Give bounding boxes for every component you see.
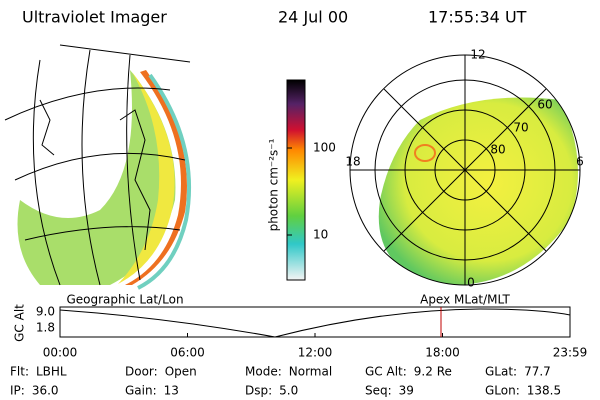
field-label: Seq: [365,384,392,398]
x-tick-label: 18:00 [425,346,460,360]
y-tick-label: 1.8 [36,321,55,335]
y-tick-label: 9.0 [36,305,55,319]
field-label: Flt: [10,365,29,379]
field-value: 5.0 [279,384,298,398]
field-label: Dsp: [245,384,272,398]
mlt-label: 18 [345,155,360,169]
date: 24 Jul 00 [278,8,348,27]
field-value: Open [165,365,197,379]
field-label: Door: [125,365,158,379]
field-value: 138.5 [527,384,561,398]
plot-frame [59,306,571,338]
field-label: GLat: [485,365,517,379]
instrument: Ultraviolet Imager [22,8,167,27]
time: 17:55:34 UT [428,8,527,27]
mlt-label: 12 [470,48,485,62]
field-value: 39 [399,384,414,398]
field-value: LBHL [36,365,67,379]
x-tick-label: 06:00 [170,346,205,360]
plot-title: Geographic Lat/Lon [66,293,183,307]
y-axis-label: GC Alt [13,304,27,342]
field-value: 36.0 [32,384,59,398]
x-tick-label: 23:59 [553,346,588,360]
plot-title: Apex MLat/MLT [420,293,510,307]
mlt-label: 6 [576,155,584,169]
lat-label: 80 [490,143,505,157]
field-label: Gain: [125,384,157,398]
colorbar-label: photon cm⁻²s⁻¹ [267,138,281,231]
polar-grid [349,54,581,286]
colorbar-tick-label: 10 [313,228,328,242]
colorbar [286,79,306,281]
colorbar-tick-label: 100 [313,141,336,155]
mlt-label: 0 [467,276,475,290]
field-label: Mode: [245,365,282,379]
field-value: 77.7 [524,365,551,379]
field-label: GC Alt: [365,365,407,379]
polar-image [378,97,578,285]
x-tick-label: 00:00 [43,346,78,360]
field-value: 9.2 Re [414,365,452,379]
lat-label: 60 [537,98,552,112]
field-value: Normal [289,365,332,379]
field-label: GLon: [485,384,520,398]
lat-label: 70 [513,121,528,135]
geographic-image [4,44,192,290]
x-tick-label: 12:00 [298,346,333,360]
altitude-curve [59,308,571,338]
field-label: IP: [10,384,25,398]
field-value: 13 [164,384,179,398]
